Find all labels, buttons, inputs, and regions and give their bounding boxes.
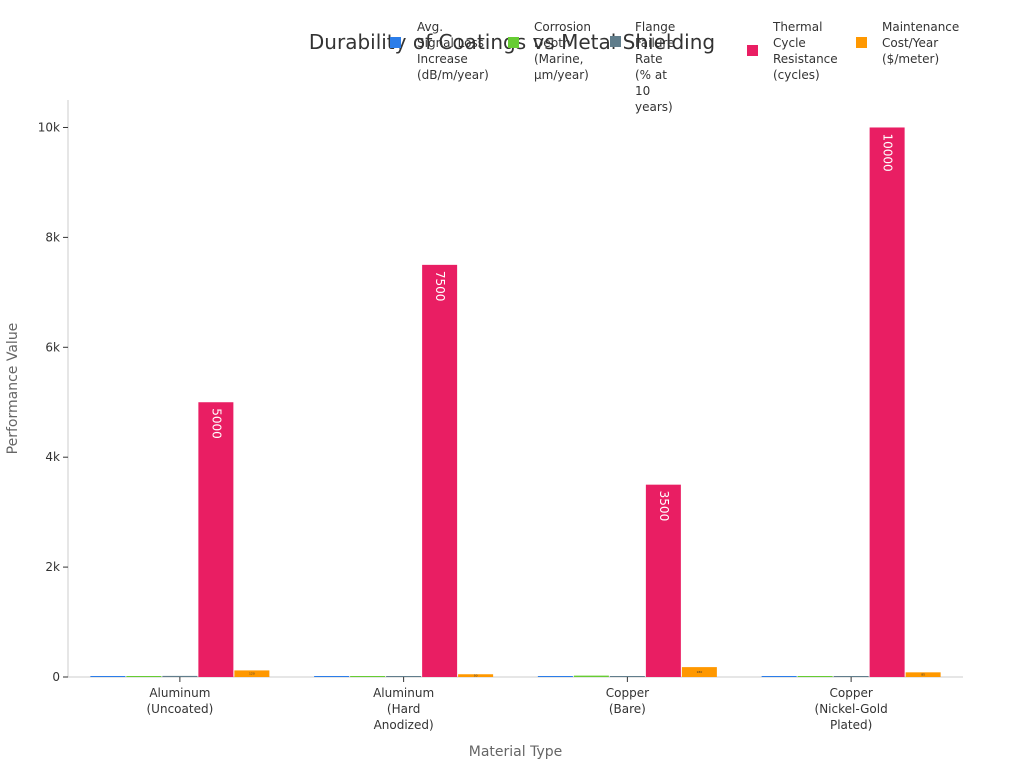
- bar-value-label: 50: [474, 674, 478, 678]
- bar: [126, 676, 162, 677]
- bar-value-label: 180: [697, 670, 703, 674]
- y-tick-label: 8k: [45, 230, 60, 244]
- bar: [537, 676, 573, 677]
- x-tick-label: Plated): [830, 718, 872, 732]
- legend-swatch-corrosion: [508, 37, 519, 48]
- bar: [458, 674, 494, 677]
- bar-value-label: 7500: [433, 271, 447, 302]
- bar-value-label: 5000: [209, 408, 223, 439]
- legend-label-thermal: Thermal Cycle Resistance (cycles): [773, 20, 838, 82]
- bar: [350, 676, 386, 677]
- bar: [833, 676, 869, 677]
- x-tick-label: Aluminum: [373, 686, 434, 700]
- y-axis-label: Performance Value: [5, 323, 21, 455]
- bar: [645, 484, 681, 677]
- bar: [609, 676, 645, 677]
- x-tick-label: Copper: [606, 686, 649, 700]
- x-tick-label: Aluminum: [149, 686, 210, 700]
- bar: [386, 676, 422, 677]
- bar: [681, 667, 717, 677]
- x-tick-label: Copper: [829, 686, 872, 700]
- y-tick-label: 2k: [45, 560, 60, 574]
- bar: [761, 676, 797, 677]
- bar: [234, 670, 270, 677]
- x-axis-label: Material Type: [469, 744, 562, 760]
- legend-swatch-thermal: [747, 45, 758, 56]
- bar-value-label: 10000: [881, 133, 895, 171]
- bar: [905, 672, 941, 677]
- bar: [797, 676, 833, 677]
- bar: [162, 675, 198, 677]
- y-tick-label: 4k: [45, 450, 60, 464]
- y-tick-label: 10k: [38, 120, 60, 134]
- legend-label-signal-loss: Avg. Signal Loss Increase (dB/m/year): [417, 20, 489, 82]
- x-tick-label: (Uncoated): [147, 702, 214, 716]
- legend-swatch-maintenance: [856, 37, 867, 48]
- y-tick-label: 6k: [45, 340, 60, 354]
- bar-value-label: 85: [921, 673, 925, 677]
- legend-label-corrosion: Corrosion Depth (Marine, µm/year): [534, 20, 591, 82]
- x-tick-label: (Hard: [387, 702, 420, 716]
- bar: [573, 675, 609, 677]
- legend-label-maintenance: Maintenance Cost/Year ($/meter): [882, 20, 960, 66]
- bar-value-label: 3500: [657, 491, 671, 522]
- y-tick-label: 0: [52, 670, 60, 684]
- bar-value-label: 120: [249, 672, 255, 676]
- bar: [422, 264, 458, 677]
- bar: [198, 402, 234, 677]
- legend-swatch-flange: [610, 36, 621, 47]
- legend-label-flange: Flange Failure Rate (% at 10 years): [635, 20, 676, 114]
- bar: [90, 676, 126, 677]
- legend-swatch-signal-loss: [390, 37, 401, 48]
- x-tick-label: (Nickel-Gold: [815, 702, 888, 716]
- bar: [314, 676, 350, 677]
- x-tick-label: Anodized): [374, 718, 434, 732]
- bar: [869, 127, 905, 677]
- x-tick-label: (Bare): [609, 702, 646, 716]
